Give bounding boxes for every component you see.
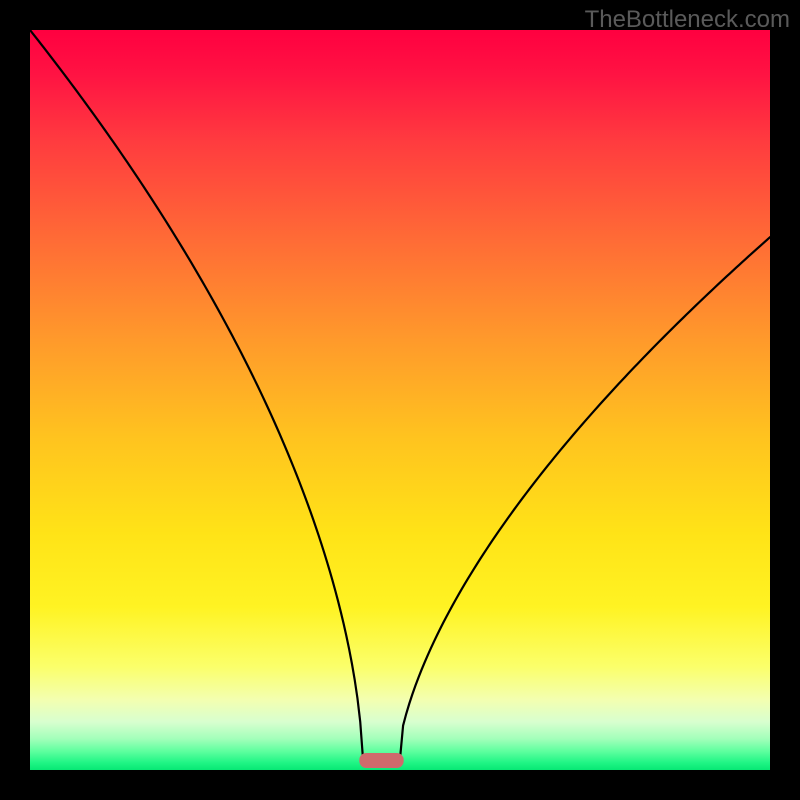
watermark-text: TheBottleneck.com bbox=[585, 6, 790, 34]
chart-frame: TheBottleneck.com bbox=[0, 0, 800, 800]
gradient-background bbox=[30, 30, 770, 770]
chart-svg bbox=[30, 30, 770, 770]
baseline-marker bbox=[359, 753, 403, 768]
plot-area bbox=[30, 30, 770, 770]
